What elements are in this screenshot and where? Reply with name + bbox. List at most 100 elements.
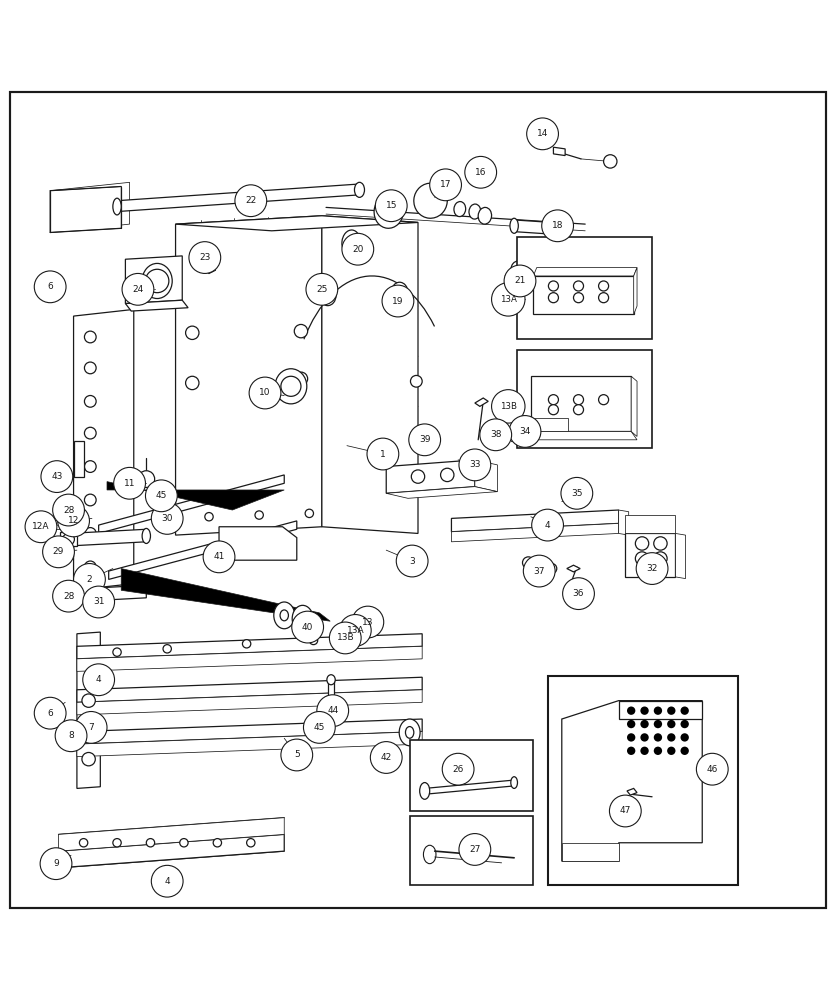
Text: 28: 28 — [63, 506, 74, 515]
Circle shape — [573, 395, 584, 405]
Circle shape — [527, 118, 558, 150]
Text: 31: 31 — [93, 597, 104, 606]
Circle shape — [100, 595, 114, 609]
Text: 43: 43 — [51, 472, 63, 481]
Circle shape — [573, 281, 584, 291]
Polygon shape — [533, 276, 634, 314]
Circle shape — [82, 723, 95, 737]
Circle shape — [41, 461, 73, 492]
Text: 37: 37 — [533, 567, 545, 576]
Text: 4: 4 — [545, 521, 550, 530]
Circle shape — [654, 733, 662, 742]
Polygon shape — [69, 529, 146, 546]
Polygon shape — [386, 460, 475, 493]
Circle shape — [409, 424, 441, 456]
Circle shape — [113, 648, 121, 656]
Polygon shape — [562, 701, 702, 861]
Polygon shape — [451, 510, 619, 532]
Text: 7: 7 — [89, 723, 94, 732]
Polygon shape — [219, 527, 297, 560]
Circle shape — [411, 470, 425, 483]
Circle shape — [317, 695, 349, 727]
Circle shape — [303, 712, 335, 743]
Ellipse shape — [391, 282, 408, 303]
Circle shape — [122, 273, 154, 305]
Circle shape — [561, 477, 593, 509]
Polygon shape — [634, 268, 637, 314]
Circle shape — [382, 285, 414, 317]
Polygon shape — [625, 515, 675, 533]
Ellipse shape — [113, 198, 121, 215]
Polygon shape — [109, 521, 297, 579]
Polygon shape — [77, 719, 422, 744]
Polygon shape — [508, 433, 522, 440]
Circle shape — [599, 395, 609, 405]
Polygon shape — [531, 376, 631, 431]
Circle shape — [441, 468, 454, 482]
Circle shape — [74, 564, 105, 595]
Circle shape — [654, 537, 667, 550]
Polygon shape — [77, 690, 422, 715]
Circle shape — [681, 733, 689, 742]
Polygon shape — [74, 441, 84, 477]
Text: 27: 27 — [469, 845, 481, 854]
Ellipse shape — [511, 261, 526, 279]
Circle shape — [205, 513, 213, 521]
Text: 21: 21 — [514, 276, 526, 285]
Polygon shape — [531, 431, 637, 440]
Text: 4: 4 — [165, 877, 170, 886]
Circle shape — [627, 706, 635, 715]
Ellipse shape — [274, 602, 295, 629]
Bar — [410, 740, 533, 811]
Circle shape — [292, 611, 324, 643]
Circle shape — [480, 419, 512, 451]
Circle shape — [640, 733, 649, 742]
Circle shape — [34, 697, 66, 729]
Circle shape — [163, 645, 171, 653]
Circle shape — [57, 855, 69, 867]
Text: 12: 12 — [68, 516, 79, 525]
Polygon shape — [514, 220, 552, 234]
Circle shape — [459, 834, 491, 865]
Circle shape — [548, 281, 558, 291]
Circle shape — [430, 169, 461, 201]
Circle shape — [609, 795, 641, 827]
Polygon shape — [77, 632, 100, 788]
Text: 20: 20 — [352, 245, 364, 254]
Circle shape — [654, 720, 662, 728]
Circle shape — [604, 155, 617, 168]
Circle shape — [63, 533, 74, 545]
Text: 46: 46 — [706, 765, 718, 774]
Circle shape — [667, 706, 675, 715]
Polygon shape — [77, 646, 422, 671]
Circle shape — [375, 190, 407, 222]
Polygon shape — [625, 533, 675, 577]
Circle shape — [523, 555, 555, 587]
Polygon shape — [475, 398, 488, 406]
Circle shape — [242, 640, 251, 648]
Circle shape — [367, 438, 399, 470]
Polygon shape — [631, 376, 637, 436]
Text: 9: 9 — [54, 859, 59, 868]
Polygon shape — [176, 216, 322, 535]
Circle shape — [563, 578, 594, 610]
Circle shape — [599, 281, 609, 291]
Polygon shape — [125, 300, 188, 311]
Circle shape — [84, 528, 96, 539]
Ellipse shape — [414, 183, 447, 218]
Circle shape — [145, 269, 169, 293]
Circle shape — [84, 396, 96, 407]
Circle shape — [235, 185, 267, 217]
Polygon shape — [627, 788, 637, 795]
Text: 13A: 13A — [346, 626, 364, 635]
Text: 24: 24 — [132, 285, 144, 294]
Text: 41: 41 — [213, 552, 225, 561]
Bar — [517, 350, 652, 448]
Polygon shape — [157, 505, 169, 512]
Ellipse shape — [64, 589, 73, 604]
Circle shape — [640, 706, 649, 715]
Circle shape — [203, 541, 235, 573]
Polygon shape — [328, 680, 334, 705]
Circle shape — [548, 293, 558, 303]
Circle shape — [681, 706, 689, 715]
